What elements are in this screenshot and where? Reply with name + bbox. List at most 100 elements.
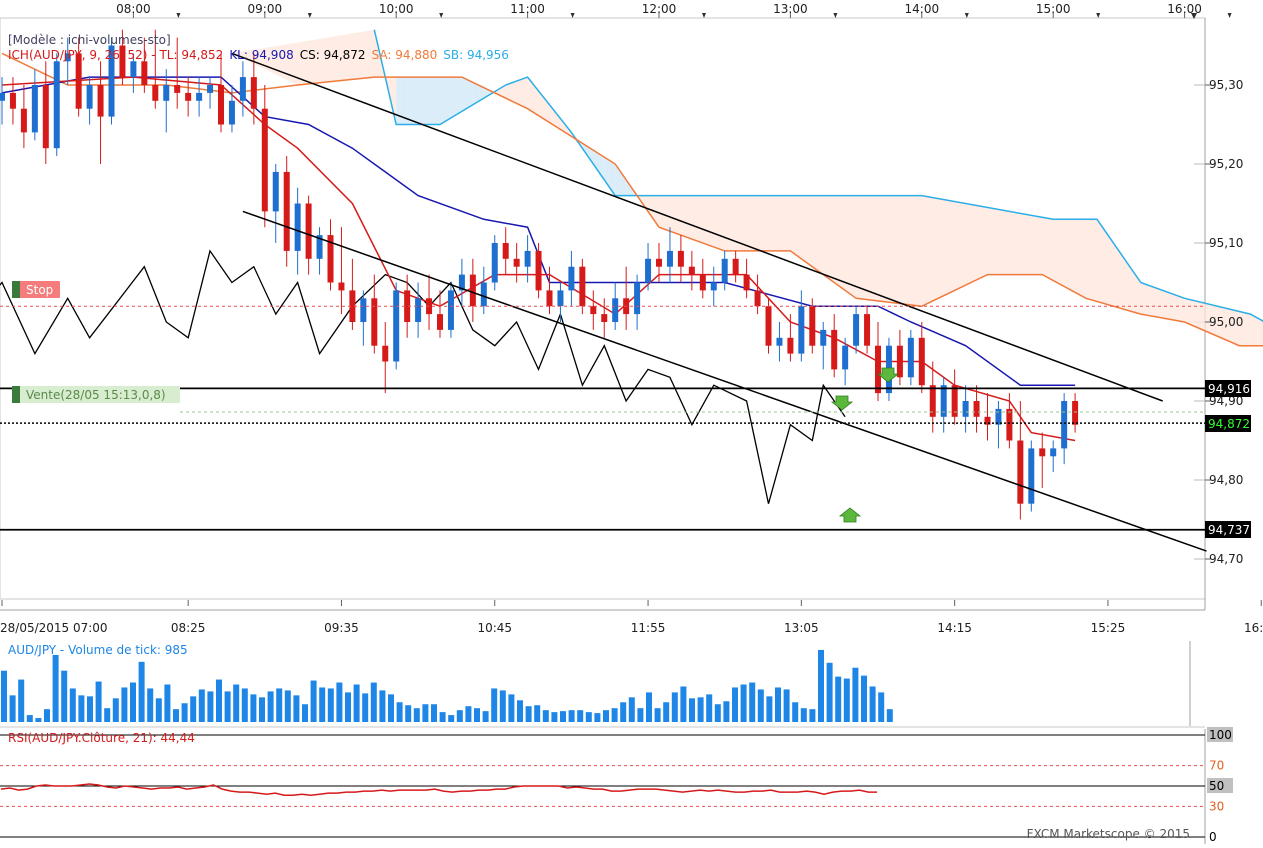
candle[interactable] [820,322,827,370]
price-levels[interactable] [0,52,1207,552]
candle[interactable] [97,61,104,164]
candle[interactable] [437,290,443,338]
candle[interactable] [130,53,137,93]
candle[interactable] [1061,393,1068,465]
candle[interactable] [568,250,575,307]
candle[interactable] [973,385,980,433]
trendline[interactable] [242,210,1207,552]
candle[interactable] [338,227,345,315]
sell-order-marker[interactable]: Vente(28/05 15:13,0,8) [12,386,180,403]
candle[interactable] [239,61,246,117]
candle[interactable] [951,369,958,425]
candle[interactable] [1039,432,1046,488]
candle[interactable] [393,282,400,370]
candle[interactable] [864,306,871,354]
candle[interactable] [250,53,257,125]
candle[interactable] [710,266,717,307]
candle[interactable] [64,37,71,85]
candle[interactable] [0,77,5,125]
candle[interactable] [174,37,181,109]
candle[interactable] [283,156,290,267]
candle[interactable] [721,250,728,291]
candle[interactable] [20,85,27,149]
candle[interactable] [9,77,16,125]
candle[interactable] [316,227,323,275]
candle[interactable] [327,219,334,291]
candle[interactable] [929,361,936,433]
candle[interactable] [579,258,586,315]
candle[interactable] [152,29,159,109]
candle[interactable] [272,164,279,243]
candle[interactable] [1028,440,1035,512]
candle[interactable] [185,77,192,117]
candle[interactable] [557,282,564,323]
candle[interactable] [426,274,433,330]
candle[interactable] [31,69,38,141]
candle[interactable] [831,314,838,378]
candle[interactable] [732,250,739,283]
candle[interactable] [502,227,509,275]
candle[interactable] [699,258,706,299]
candle[interactable] [896,329,903,386]
price-panel[interactable] [0,17,1206,600]
volume-panel[interactable] [0,641,1190,726]
candle[interactable] [491,235,498,291]
candle[interactable] [546,266,553,315]
candle[interactable] [787,314,794,362]
candle[interactable] [590,290,597,330]
candle[interactable] [962,385,969,433]
candle[interactable] [447,282,454,338]
candle[interactable] [480,266,487,315]
candle[interactable] [907,329,914,386]
candle[interactable] [360,290,367,346]
candle[interactable] [42,61,49,164]
candle[interactable] [108,37,115,125]
candle[interactable] [754,274,761,315]
candle[interactable] [469,258,476,322]
candle[interactable] [842,337,849,386]
candles[interactable] [0,29,1079,520]
candle[interactable] [918,322,925,394]
candle[interactable] [601,298,608,338]
candle[interactable] [349,258,356,330]
candle[interactable] [163,69,170,133]
candle[interactable] [535,243,542,299]
candle[interactable] [228,85,235,133]
candle[interactable] [666,227,673,283]
candle[interactable] [75,37,82,117]
candle[interactable] [677,235,684,283]
candle[interactable] [940,377,947,433]
candle[interactable] [207,77,214,109]
candle[interactable] [382,322,389,394]
candle[interactable] [86,77,93,125]
candle[interactable] [53,53,60,157]
candle[interactable] [688,250,695,291]
candle[interactable] [765,298,772,354]
candle[interactable] [743,258,750,299]
candle[interactable] [371,274,378,354]
candle[interactable] [404,274,411,338]
candle[interactable] [218,53,224,133]
candle[interactable] [261,85,268,228]
candle[interactable] [798,290,805,362]
candle[interactable] [984,393,991,441]
candle[interactable] [645,243,652,291]
candle[interactable] [1017,401,1024,520]
candle[interactable] [656,243,662,283]
candle[interactable] [1050,440,1057,473]
candle[interactable] [119,29,126,85]
trendline[interactable] [231,52,1163,402]
candle[interactable] [415,282,422,338]
candle[interactable] [196,77,203,117]
candle[interactable] [853,306,860,354]
candle[interactable] [458,258,465,307]
candle[interactable] [776,322,783,362]
stop-order-marker[interactable]: Stop [12,281,60,298]
candle[interactable] [634,274,641,330]
candle[interactable] [524,235,531,283]
candle[interactable] [612,282,619,330]
candle[interactable] [513,243,520,283]
candle[interactable] [1072,393,1079,433]
candle[interactable] [995,401,1002,449]
